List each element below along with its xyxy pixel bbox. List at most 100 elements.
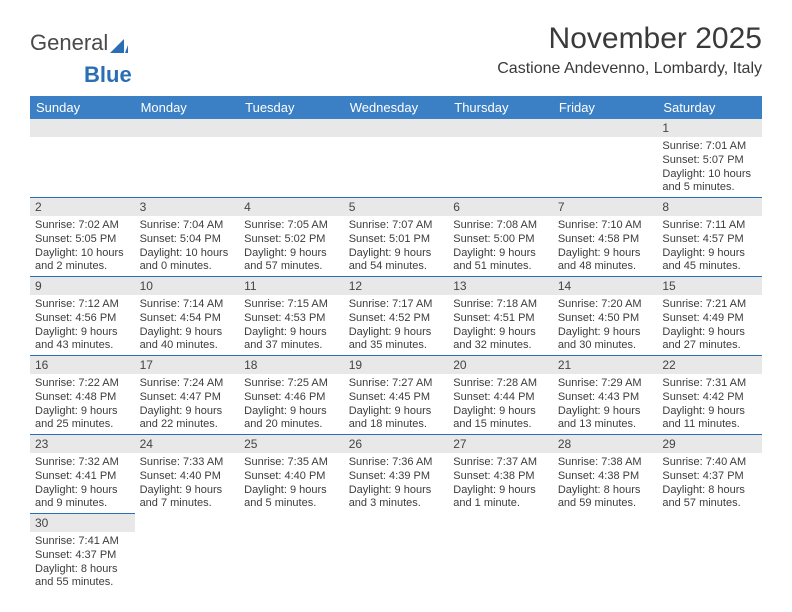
day-number: 7 — [553, 198, 658, 216]
sunrise-text: Sunrise: 7:36 AM — [349, 456, 444, 470]
day-details: Sunrise: 7:27 AMSunset: 4:45 PMDaylight:… — [344, 374, 449, 434]
calendar-cell: 26Sunrise: 7:36 AMSunset: 4:39 PMDayligh… — [344, 435, 449, 514]
empty-day-bar — [344, 119, 449, 137]
daylight-text: Daylight: 8 hours and 55 minutes. — [35, 563, 130, 591]
sunset-text: Sunset: 4:51 PM — [453, 312, 548, 326]
daylight-text: Daylight: 10 hours and 5 minutes. — [662, 168, 757, 196]
logo: General — [30, 22, 128, 56]
calendar-cell: 5Sunrise: 7:07 AMSunset: 5:01 PMDaylight… — [344, 198, 449, 277]
calendar-cell: 27Sunrise: 7:37 AMSunset: 4:38 PMDayligh… — [448, 435, 553, 514]
day-details: Sunrise: 7:36 AMSunset: 4:39 PMDaylight:… — [344, 453, 449, 513]
day-details: Sunrise: 7:38 AMSunset: 4:38 PMDaylight:… — [553, 453, 658, 513]
empty-day-bar — [30, 119, 135, 137]
daylight-text: Daylight: 9 hours and 27 minutes. — [662, 326, 757, 354]
calendar-cell: 8Sunrise: 7:11 AMSunset: 4:57 PMDaylight… — [657, 198, 762, 277]
daylight-text: Daylight: 9 hours and 45 minutes. — [662, 247, 757, 275]
daylight-text: Daylight: 9 hours and 57 minutes. — [244, 247, 339, 275]
sunset-text: Sunset: 5:01 PM — [349, 233, 444, 247]
daylight-text: Daylight: 9 hours and 40 minutes. — [140, 326, 235, 354]
sunrise-text: Sunrise: 7:12 AM — [35, 298, 130, 312]
day-number: 4 — [239, 198, 344, 216]
day-details: Sunrise: 7:40 AMSunset: 4:37 PMDaylight:… — [657, 453, 762, 513]
daylight-text: Daylight: 10 hours and 0 minutes. — [140, 247, 235, 275]
sunset-text: Sunset: 4:54 PM — [140, 312, 235, 326]
daylight-text: Daylight: 9 hours and 13 minutes. — [558, 405, 653, 433]
calendar-week-row: 2Sunrise: 7:02 AMSunset: 5:05 PMDaylight… — [30, 198, 762, 277]
sunrise-text: Sunrise: 7:20 AM — [558, 298, 653, 312]
sunrise-text: Sunrise: 7:32 AM — [35, 456, 130, 470]
calendar-cell: 30Sunrise: 7:41 AMSunset: 4:37 PMDayligh… — [30, 514, 135, 593]
sunrise-text: Sunrise: 7:02 AM — [35, 219, 130, 233]
day-number: 28 — [553, 435, 658, 453]
day-number: 14 — [553, 277, 658, 295]
sunset-text: Sunset: 4:42 PM — [662, 391, 757, 405]
calendar-cell — [657, 514, 762, 593]
day-details: Sunrise: 7:01 AMSunset: 5:07 PMDaylight:… — [657, 137, 762, 197]
daylight-text: Daylight: 9 hours and 3 minutes. — [349, 484, 444, 512]
empty-day-bar — [135, 119, 240, 137]
sunset-text: Sunset: 4:43 PM — [558, 391, 653, 405]
sunset-text: Sunset: 4:37 PM — [35, 549, 130, 563]
calendar-cell — [448, 119, 553, 198]
calendar-cell: 28Sunrise: 7:38 AMSunset: 4:38 PMDayligh… — [553, 435, 658, 514]
calendar-cell: 11Sunrise: 7:15 AMSunset: 4:53 PMDayligh… — [239, 277, 344, 356]
day-details: Sunrise: 7:25 AMSunset: 4:46 PMDaylight:… — [239, 374, 344, 434]
sunset-text: Sunset: 4:52 PM — [349, 312, 444, 326]
day-number: 30 — [30, 514, 135, 532]
day-number: 16 — [30, 356, 135, 374]
day-details: Sunrise: 7:18 AMSunset: 4:51 PMDaylight:… — [448, 295, 553, 355]
day-details: Sunrise: 7:10 AMSunset: 4:58 PMDaylight:… — [553, 216, 658, 276]
day-number: 6 — [448, 198, 553, 216]
calendar-cell: 1Sunrise: 7:01 AMSunset: 5:07 PMDaylight… — [657, 119, 762, 198]
daylight-text: Daylight: 9 hours and 15 minutes. — [453, 405, 548, 433]
daylight-text: Daylight: 9 hours and 20 minutes. — [244, 405, 339, 433]
empty-day-bar — [239, 119, 344, 137]
calendar-cell: 10Sunrise: 7:14 AMSunset: 4:54 PMDayligh… — [135, 277, 240, 356]
day-details: Sunrise: 7:08 AMSunset: 5:00 PMDaylight:… — [448, 216, 553, 276]
calendar-cell: 21Sunrise: 7:29 AMSunset: 4:43 PMDayligh… — [553, 356, 658, 435]
sunset-text: Sunset: 4:40 PM — [244, 470, 339, 484]
sunrise-text: Sunrise: 7:01 AM — [662, 140, 757, 154]
sunrise-text: Sunrise: 7:21 AM — [662, 298, 757, 312]
title-block: November 2025 Castione Andevenno, Lombar… — [497, 22, 762, 78]
sunrise-text: Sunrise: 7:11 AM — [662, 219, 757, 233]
day-details: Sunrise: 7:37 AMSunset: 4:38 PMDaylight:… — [448, 453, 553, 513]
calendar-cell: 23Sunrise: 7:32 AMSunset: 4:41 PMDayligh… — [30, 435, 135, 514]
calendar-cell: 7Sunrise: 7:10 AMSunset: 4:58 PMDaylight… — [553, 198, 658, 277]
day-details: Sunrise: 7:07 AMSunset: 5:01 PMDaylight:… — [344, 216, 449, 276]
daylight-text: Daylight: 9 hours and 43 minutes. — [35, 326, 130, 354]
sunset-text: Sunset: 4:46 PM — [244, 391, 339, 405]
day-number: 5 — [344, 198, 449, 216]
weekday-header: Wednesday — [344, 96, 449, 119]
calendar-cell: 12Sunrise: 7:17 AMSunset: 4:52 PMDayligh… — [344, 277, 449, 356]
calendar-cell: 17Sunrise: 7:24 AMSunset: 4:47 PMDayligh… — [135, 356, 240, 435]
sunrise-text: Sunrise: 7:29 AM — [558, 377, 653, 391]
calendar-cell: 19Sunrise: 7:27 AMSunset: 4:45 PMDayligh… — [344, 356, 449, 435]
sunset-text: Sunset: 5:04 PM — [140, 233, 235, 247]
calendar-cell — [135, 119, 240, 198]
month-title: November 2025 — [497, 22, 762, 56]
daylight-text: Daylight: 8 hours and 57 minutes. — [662, 484, 757, 512]
sunrise-text: Sunrise: 7:15 AM — [244, 298, 339, 312]
daylight-text: Daylight: 9 hours and 51 minutes. — [453, 247, 548, 275]
sunrise-text: Sunrise: 7:28 AM — [453, 377, 548, 391]
day-number: 2 — [30, 198, 135, 216]
calendar-cell: 14Sunrise: 7:20 AMSunset: 4:50 PMDayligh… — [553, 277, 658, 356]
sunset-text: Sunset: 5:02 PM — [244, 233, 339, 247]
logo-text-1: General — [30, 30, 108, 56]
day-details: Sunrise: 7:11 AMSunset: 4:57 PMDaylight:… — [657, 216, 762, 276]
daylight-text: Daylight: 9 hours and 30 minutes. — [558, 326, 653, 354]
day-details: Sunrise: 7:41 AMSunset: 4:37 PMDaylight:… — [30, 532, 135, 592]
day-number: 1 — [657, 119, 762, 137]
calendar-cell — [553, 119, 658, 198]
calendar-week-row: 16Sunrise: 7:22 AMSunset: 4:48 PMDayligh… — [30, 356, 762, 435]
sunrise-text: Sunrise: 7:22 AM — [35, 377, 130, 391]
weekday-header: Tuesday — [239, 96, 344, 119]
day-number: 8 — [657, 198, 762, 216]
sunset-text: Sunset: 5:07 PM — [662, 154, 757, 168]
calendar-table: SundayMondayTuesdayWednesdayThursdayFrid… — [30, 96, 762, 592]
calendar-cell: 29Sunrise: 7:40 AMSunset: 4:37 PMDayligh… — [657, 435, 762, 514]
sail-icon — [110, 33, 128, 47]
calendar-cell: 20Sunrise: 7:28 AMSunset: 4:44 PMDayligh… — [448, 356, 553, 435]
sunset-text: Sunset: 4:45 PM — [349, 391, 444, 405]
